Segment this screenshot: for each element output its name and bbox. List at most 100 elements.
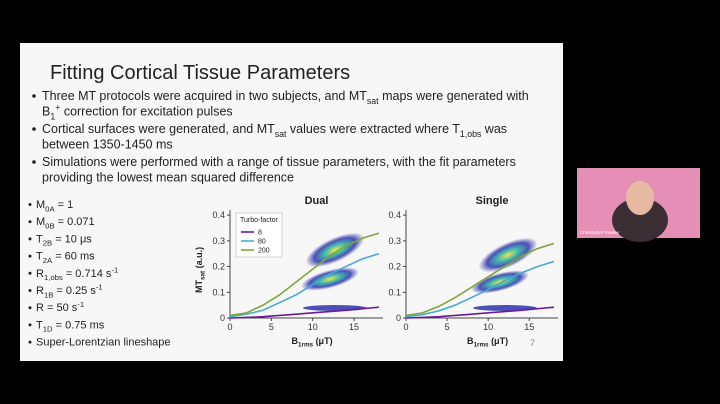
y-tick-label: 0 [220,313,225,323]
text-run: (μT) [489,336,509,346]
line-series [229,252,380,318]
text-run: M [36,199,45,211]
text-run: B [292,336,299,346]
bullet-dot [28,306,32,310]
bullet-dot [28,203,32,206]
y-tick-label: 0.3 [212,236,225,246]
rich-text: between 1350-1450 ms [42,138,173,152]
rich-text: B1rms (μT) [467,336,508,349]
y-tick-label: 0.4 [212,210,225,220]
sub: 1,obs [44,273,63,282]
x-tick-label: 15 [524,322,534,332]
text-run: T [36,233,43,245]
sup: -1 [77,300,84,309]
bullet-dot [28,289,32,292]
sub: sat [275,129,287,139]
sub: 0B [45,222,54,231]
rich-text: Three MT protocols were acquired in two … [42,89,529,106]
rich-text: Super-Lorentzian lineshape [36,337,171,349]
x-tick-label: 0 [227,322,232,332]
sup: -1 [111,265,118,274]
rich-text: providing the lowest mean squared differ… [42,171,294,185]
y-tick-label: 0.1 [388,287,401,297]
text-run: M [36,216,45,228]
cloud [305,232,365,268]
rich-text: R1,obs = 0.714 s-1 [36,265,118,282]
text-run: T [36,251,43,263]
text-run: B [42,105,50,119]
bullet-dot [28,220,32,224]
sub: 2B [43,239,52,248]
x-tick-label: 5 [445,322,450,332]
sup: -1 [96,283,103,292]
cloud [478,237,538,273]
bullet-dot [28,340,32,344]
text-run: = 60 ms [52,251,95,263]
sub: 1 [50,111,55,121]
rich-text: B1+ correction for excitation pulses [42,103,233,122]
rich-text: MTsat (a.u.) [194,247,207,293]
rich-text: Simulations were performed with a range … [42,155,516,169]
text-run: maps were generated with [379,89,529,103]
cloud [303,305,367,311]
sub: 1D [43,325,53,334]
text-run: R [36,268,44,280]
bullet-dot [32,127,36,131]
text-run: Three MT protocols were acquired in two … [42,89,367,103]
text-run: was [481,122,507,136]
sub: sat [367,96,379,106]
y-tick-label: 0.1 [212,287,225,297]
line-series [229,232,380,317]
line-series [229,306,379,319]
webcam-name: Christopher Rowley [580,230,620,235]
bullet-dot [28,237,32,241]
slide-title: Fitting Cortical Tissue Parameters [50,62,350,84]
x-tick-label: 15 [349,322,359,332]
text-run: B [467,336,474,346]
text-run: Cortical surfaces were generated, and MT [42,122,275,136]
webcam-person [612,198,668,242]
text-run: correction for excitation pulses [60,105,232,119]
page-number: 7 [530,338,535,348]
sub: 2A [43,256,53,265]
text-run: = 0.071 [55,216,95,228]
rich-text: Cortical surfaces were generated, and MT… [42,122,507,139]
slide [20,43,563,361]
bullet-dot [32,94,36,98]
bullet-dot [28,323,32,327]
sub: 1,obs [460,129,482,139]
rich-text: R1B = 0.25 s-1 [36,283,103,300]
legend-label: 80 [258,239,266,246]
text-run: (a.u.) [194,247,204,271]
text-run: = 0.25 s [53,285,96,297]
y-tick-label: 0.4 [388,210,401,220]
legend-label: 200 [258,248,270,255]
x-tick-label: 10 [308,322,318,332]
bullet-dot [32,160,36,164]
rich-text: T2B = 10 μs [36,233,92,247]
rich-text: R = 50 s-1 [36,300,84,314]
text-run: Simulations were performed with a range … [42,155,516,169]
text-run: = 10 μs [52,233,92,245]
sub: 1rms [298,342,314,349]
rich-text: M0A = 1 [36,199,73,213]
text-run: between 1350-1450 ms [42,138,173,152]
line-series [405,260,555,318]
bullet-dot [28,271,32,275]
rich-text: T1D = 0.75 ms [36,319,105,333]
line-series [405,306,554,319]
x-tick-label: 10 [483,322,493,332]
scatter-clouds [300,232,538,311]
text-run: R [36,285,44,297]
cloud [300,267,360,291]
webcam-face [626,181,654,215]
y-tick-label: 0.2 [388,262,401,272]
text-run: R = 50 s [36,302,78,314]
text-run: = 0.75 ms [53,319,105,331]
text-run: (μT) [313,336,333,346]
line-series [405,242,555,317]
bullet-dot [28,254,32,258]
legend-label: 8 [258,230,262,237]
y-tick-label: 0.2 [212,262,225,272]
